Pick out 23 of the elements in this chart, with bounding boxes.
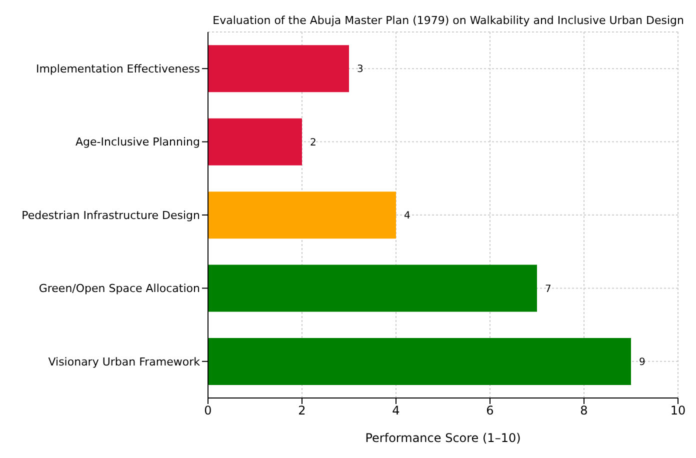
bar [208, 264, 537, 312]
x-tick-label: 10 [670, 404, 686, 418]
bar [208, 338, 631, 385]
x-tick-label: 2 [298, 404, 306, 418]
data-label: 3 [357, 64, 364, 76]
bar [208, 118, 302, 166]
data-label: 4 [404, 210, 410, 222]
x-tick-label: 4 [392, 404, 400, 418]
x-tick-label: 6 [486, 404, 494, 418]
y-tick-label: Implementation Effectiveness [36, 62, 200, 76]
x-tick-label: 0 [204, 404, 212, 418]
y-tick-label: Visionary Urban Framework [48, 355, 201, 368]
x-tick-label: 8 [580, 404, 588, 418]
bar [208, 45, 349, 92]
data-label: 7 [545, 284, 552, 295]
y-tick-label: Pedestrian Infrastructure Design [22, 208, 200, 222]
y-tick-label: Age-Inclusive Planning [76, 136, 200, 149]
y-tick-label: Green/Open Space Allocation [38, 282, 200, 296]
data-label: 2 [310, 137, 316, 148]
bar [208, 192, 396, 239]
data-label: 9 [639, 357, 646, 368]
chart-title: Evaluation of the Abuja Master Plan (1979) on Walkability and Inclusive Urban Design [212, 14, 684, 27]
x-axis-title: Performance Score (1–10) [365, 431, 521, 445]
